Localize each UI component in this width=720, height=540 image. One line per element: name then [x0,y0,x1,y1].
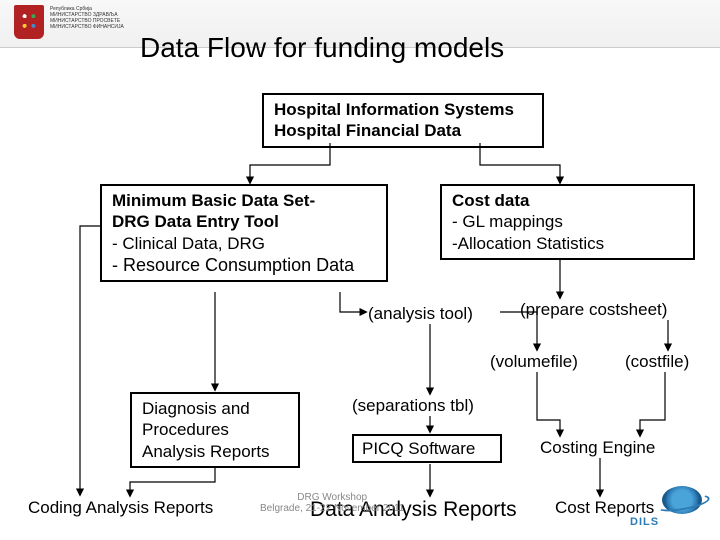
slide-title: Data Flow for funding models [140,32,504,64]
label-separations-tbl: (separations tbl) [352,396,474,416]
label-volumefile: (volumefile) [490,352,578,372]
box-his: Hospital Information Systems Hospital Fi… [262,93,544,148]
dils-logo-icon: DILS [632,486,702,526]
box-diagnosis: Diagnosis and Procedures Analysis Report… [130,392,300,468]
diag-line1: Diagnosis and [142,399,250,418]
box-mbds: Minimum Basic Data Set- DRG Data Entry T… [100,184,388,282]
his-line2: Hospital Financial Data [274,121,461,140]
mbds-line1: Minimum Basic Data Set- [112,191,315,210]
diag-line2: Procedures [142,420,229,439]
footer-text: DRG Workshop Belgrade, 21-22 November 20… [260,492,404,514]
box-costdata: Cost data - GL mappings -Allocation Stat… [440,184,695,260]
mbds-line4: - Resource Consumption Data [112,255,354,275]
mbds-line2: DRG Data Entry Tool [112,212,279,231]
picq-label: PICQ Software [362,439,475,458]
cost-line1: Cost data [452,191,529,210]
diag-line3: Analysis Reports [142,442,270,461]
label-coding-analysis: Coding Analysis Reports [28,498,213,518]
slide-root: Република Србија МИНИСТАРСТВО ЗДРАВЉА МИ… [0,0,720,540]
his-line1: Hospital Information Systems [274,100,514,119]
label-costing-engine: Costing Engine [540,438,655,458]
box-picq: PICQ Software [352,434,502,463]
label-prepare-costsheet: (prepare costsheet) [520,300,667,320]
dils-logo-text: DILS [630,516,659,528]
emblem-text: Република Србија МИНИСТАРСТВО ЗДРАВЉА МИ… [50,6,124,30]
mbds-line3: - Clinical Data, DRG [112,234,265,253]
serbia-emblem-icon [14,5,44,39]
label-analysis-tool: (analysis tool) [368,304,473,324]
cost-line2: - GL mappings [452,212,563,231]
label-costfile: (costfile) [625,352,689,372]
cost-line3: -Allocation Statistics [452,234,604,253]
